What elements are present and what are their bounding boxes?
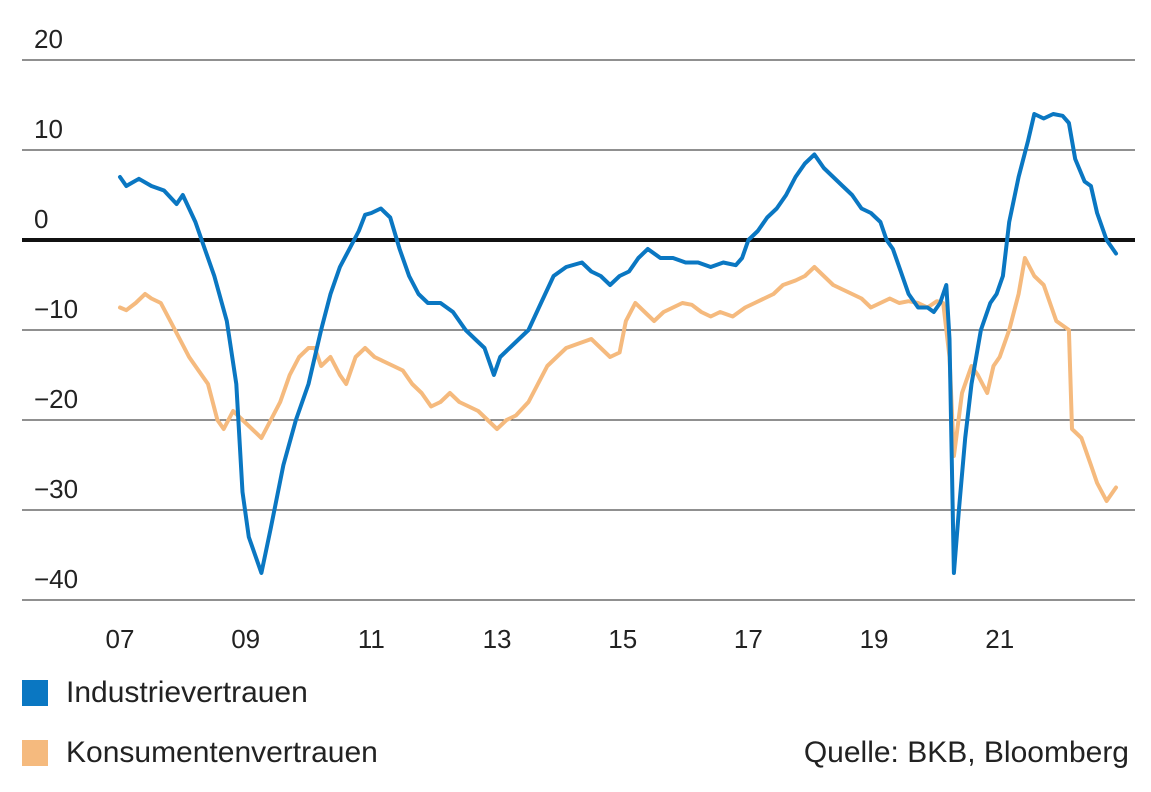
legend-label-industrievertrauen: Industrievertrauen: [66, 676, 308, 709]
series-group: [118, 112, 1118, 575]
x-tick-label: 17: [734, 624, 763, 654]
legend-label-konsumentenvertrauen: Konsumentenvertrauen: [66, 736, 378, 769]
line-chart: 20 10 0 −10 −20 −30 −40 07 09 11 13 15 17 19 21: [22, 24, 1135, 654]
legend-item-industrievertrauen: Industrievertrauen: [22, 676, 308, 710]
x-tick-label: 11: [358, 624, 385, 654]
legend-swatch-konsumentenvertrauen: [22, 740, 48, 766]
x-tick-label: 13: [483, 624, 512, 654]
y-tick-label: −30: [34, 474, 78, 504]
legend-swatch-industrievertrauen: [22, 680, 48, 706]
series-line-industrievertrauen: [118, 112, 1118, 575]
y-tick-label: 0: [34, 204, 48, 234]
y-tick-label: 20: [34, 24, 63, 54]
x-tick-label: 07: [106, 624, 135, 654]
x-tick-label: 15: [608, 624, 637, 654]
x-tick-label: 09: [231, 624, 260, 654]
series-line-konsumentenvertrauen: [118, 256, 1118, 503]
y-tick-label: −20: [34, 384, 78, 414]
source-note: Quelle: BKB, Bloomberg: [803, 736, 1129, 769]
y-tick-label: 10: [34, 114, 63, 144]
y-tick-label: −40: [34, 564, 78, 594]
x-tick-label: 21: [985, 624, 1014, 654]
gridlines: [22, 59, 1135, 601]
x-tick-label: 19: [860, 624, 889, 654]
x-axis-ticks: 07 09 11 13 15 17 19 21: [106, 624, 1015, 654]
legend-item-konsumentenvertrauen: Konsumentenvertrauen: [22, 736, 378, 770]
y-tick-label: −10: [34, 294, 78, 324]
y-axis-ticks: 20 10 0 −10 −20 −30 −40: [34, 24, 78, 594]
